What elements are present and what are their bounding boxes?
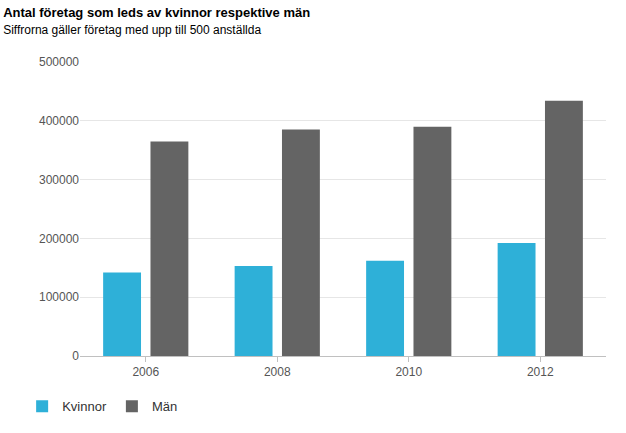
svg-text:Antal företag som leds av kvin: Antal företag som leds av kvinnor respek… <box>3 5 310 37</box>
svg-text:300000: 300000 <box>39 173 79 187</box>
svg-text:500000: 500000 <box>39 55 79 69</box>
svg-text:100000: 100000 <box>39 290 79 304</box>
svg-text:2008: 2008 <box>264 365 291 379</box>
svg-text:0: 0 <box>72 349 79 363</box>
svg-text:200000: 200000 <box>39 232 79 246</box>
svg-text:2012: 2012 <box>527 365 554 379</box>
svg-text:400000: 400000 <box>39 114 79 128</box>
svg-text:Kvinnor: Kvinnor <box>62 399 107 414</box>
svg-text:2010: 2010 <box>395 365 422 379</box>
svg-text:2006: 2006 <box>132 365 159 379</box>
svg-text:Män: Män <box>152 399 177 414</box>
